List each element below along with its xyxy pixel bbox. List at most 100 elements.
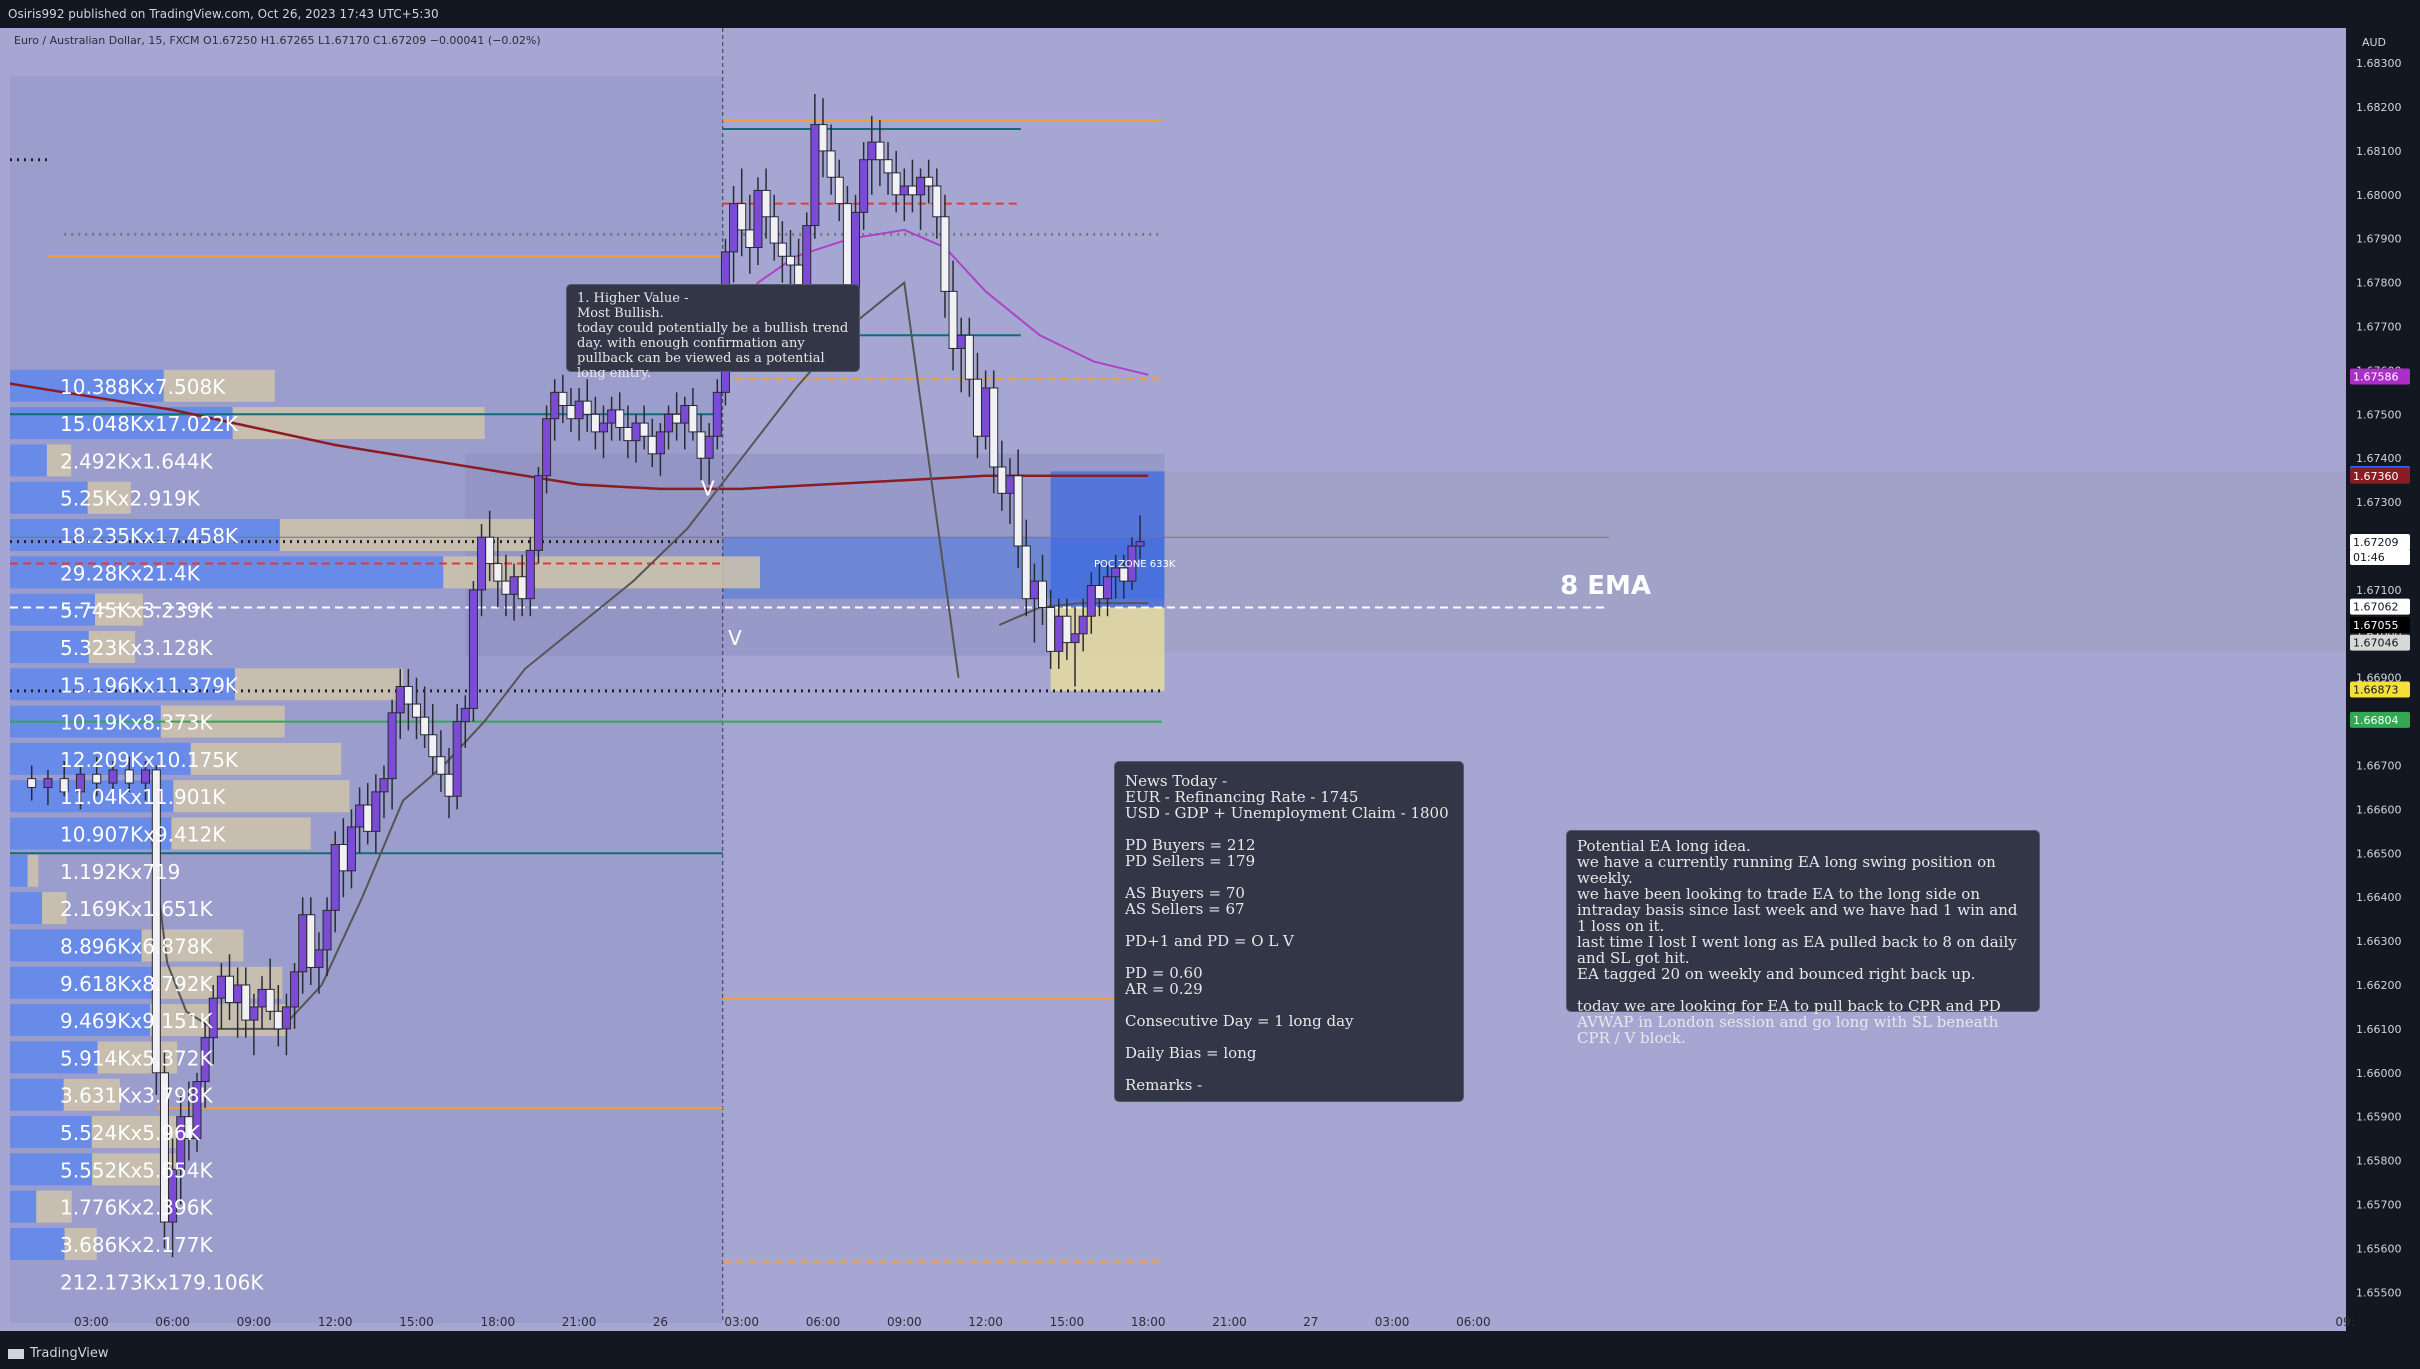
price-tick-label: 1.68100 <box>2356 145 2402 158</box>
candle-body <box>997 466 1007 494</box>
candle-body <box>680 405 690 424</box>
candle-body <box>899 185 909 196</box>
candle-body <box>355 804 365 828</box>
candle-body <box>1127 545 1137 582</box>
price-badge-label: 1.67360 <box>2353 470 2399 483</box>
time-tick-label: 03:00 <box>74 1315 109 1329</box>
candle-body <box>1062 615 1072 644</box>
candle-body <box>92 773 102 784</box>
price-badge-label: 1.67209 <box>2353 536 2399 549</box>
candle-body <box>216 975 226 999</box>
candle-body <box>509 576 519 595</box>
volume-profile-label: 10.907Kx9.412K <box>60 823 226 847</box>
volume-buy-bar <box>10 892 43 925</box>
candle-body <box>867 141 877 161</box>
price-tick-label: 1.68300 <box>2356 57 2402 70</box>
candle-body <box>1021 545 1031 600</box>
volume-profile-label: 2.169Kx1.651K <box>60 897 213 921</box>
candle-body <box>753 189 763 248</box>
price-chart[interactable]: 10.388Kx7.508K 15.048Kx17.022K 2.492Kx1.64… <box>0 28 2420 1338</box>
candle-body <box>916 176 926 196</box>
candle-body <box>615 409 625 428</box>
price-tick-label: 1.65700 <box>2356 1198 2402 1211</box>
candle-body <box>124 769 134 784</box>
price-tick-label: 1.66200 <box>2356 979 2402 992</box>
candle-body <box>108 769 118 784</box>
time-tick-label: 18:00 <box>1131 1315 1166 1329</box>
volume-profile-label: 10.388Kx7.508K <box>60 375 226 399</box>
candle-body <box>590 413 600 433</box>
price-badge-label: 01:46 <box>2353 551 2385 564</box>
candle-body <box>493 563 503 582</box>
price-badge-bg <box>2350 368 2410 385</box>
candle-body <box>704 435 714 459</box>
candle-body <box>1029 580 1039 600</box>
annotation-label: POC ZONE 633K <box>1094 559 1176 570</box>
volume-sell-bar <box>150 1004 286 1037</box>
candle-body <box>964 334 974 380</box>
time-tick-label: 03:00 <box>1375 1315 1410 1329</box>
candle-body <box>517 576 527 600</box>
candle-body <box>1086 585 1096 617</box>
candle-body <box>696 431 706 459</box>
volume-profile-label: 3.631Kx3.798K <box>60 1084 213 1108</box>
candle-body <box>168 1168 178 1223</box>
volume-buy-bar <box>10 1227 65 1260</box>
candle-body <box>1005 475 1015 494</box>
candle-body <box>330 844 340 911</box>
candle-body <box>43 778 53 788</box>
volume-sell-bar <box>171 817 311 850</box>
candle-body <box>533 475 543 551</box>
volume-profile-label: 212.173Kx179.106K <box>60 1270 264 1294</box>
candle-body <box>607 409 617 424</box>
candle-body <box>655 431 665 455</box>
volume-buy-bar <box>10 1078 64 1111</box>
time-tick-label: 15:00 <box>1050 1315 1085 1329</box>
candle-body <box>477 536 487 591</box>
volume-profile-label: 5.25Kx2.919K <box>60 487 201 511</box>
volume-buy-bar <box>10 630 89 663</box>
price-badge-bg <box>2350 617 2410 634</box>
candle-body <box>241 984 251 1021</box>
candle-body <box>192 1081 202 1140</box>
volume-profile-label: 2.492Kx1.644K <box>60 449 213 473</box>
price-tick-label: 1.66100 <box>2356 1023 2402 1036</box>
candle-body <box>875 141 885 161</box>
candle-body <box>225 975 235 1004</box>
price-badge-label: 1.66873 <box>2353 684 2399 697</box>
candle-body <box>932 185 942 218</box>
price-tick-label: 1.68200 <box>2356 101 2402 114</box>
candle-body <box>151 769 161 1074</box>
time-tick-label: 03:00 <box>724 1315 759 1329</box>
time-tick-label: 09:00 <box>887 1315 922 1329</box>
candle-body <box>379 778 389 793</box>
annotation-label: V <box>728 626 742 650</box>
volume-sell-bar <box>232 407 485 440</box>
volume-profile-label: 9.469Kx9.151K <box>60 1009 213 1033</box>
candle-body <box>582 400 592 415</box>
candle-body <box>623 426 633 442</box>
candle-body <box>428 734 438 758</box>
price-tick-label: 1.68000 <box>2356 189 2402 202</box>
volume-sell-bar <box>36 1190 72 1223</box>
volume-buy-bar <box>10 966 153 999</box>
candle-body <box>1013 475 1023 547</box>
time-axis[interactable] <box>0 1331 2346 1338</box>
ema200-line <box>9 382 1149 491</box>
price-badge-label: 1.67586 <box>2353 371 2399 384</box>
candle-body <box>566 405 576 420</box>
time-tick-label: 18:00 <box>481 1315 516 1329</box>
price-badge-bg <box>2350 634 2410 651</box>
price-badge-bg <box>2350 548 2410 565</box>
candle-body <box>647 435 657 455</box>
candle-body <box>159 1072 169 1223</box>
volume-buy-bar <box>10 1153 93 1186</box>
price-badge-label: 1.66804 <box>2353 714 2399 727</box>
volume-sell-bar <box>87 481 131 514</box>
candle-body <box>208 997 218 1039</box>
currency-badge[interactable]: AUD <box>2352 30 2396 56</box>
volume-profile-label: 18.235Kx17.458K <box>60 524 239 548</box>
candle-body <box>826 150 836 178</box>
candle-body <box>281 1006 291 1030</box>
candle-body <box>664 413 674 433</box>
